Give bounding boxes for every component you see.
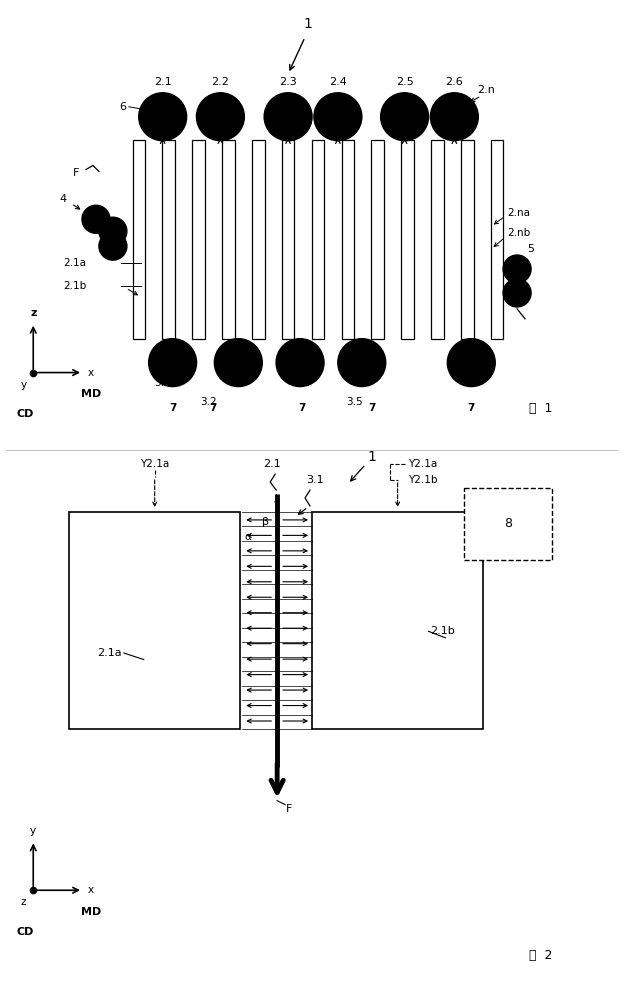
Text: 3.2: 3.2 [200,397,217,407]
Text: 4: 4 [60,194,67,204]
Text: 3.n: 3.n [463,376,480,386]
Bar [222,140,235,339]
Circle shape [82,205,110,233]
Text: F: F [73,168,79,178]
Text: 2.n: 2.n [477,85,495,95]
Text: 2.1b: 2.1b [430,626,455,636]
Text: 3.1: 3.1 [155,378,171,388]
Bar [491,140,503,339]
Circle shape [214,339,262,387]
Text: 3.3: 3.3 [237,374,254,384]
Text: y: y [20,380,26,390]
Text: 7: 7 [169,403,176,413]
Text: z: z [30,308,36,318]
Text: 2.1a: 2.1a [63,258,86,268]
Text: 2.5: 2.5 [396,77,414,87]
Circle shape [430,93,478,141]
Circle shape [447,339,495,387]
Bar [133,140,145,339]
Circle shape [149,339,196,387]
Bar [193,140,205,339]
Bar [341,140,354,339]
Text: x: x [88,368,94,378]
Text: 2.1: 2.1 [154,77,171,87]
Text: 图  1: 图 1 [530,402,553,415]
Text: CD: CD [17,409,34,419]
Text: 1: 1 [303,17,313,31]
Text: 8: 8 [504,517,512,530]
Text: 2.2: 2.2 [211,77,229,87]
Bar [69,512,240,729]
Text: 2.1: 2.1 [264,459,281,469]
Bar [163,140,175,339]
Text: y: y [30,826,36,836]
Circle shape [264,93,312,141]
Bar [401,140,414,339]
Text: 7: 7 [298,403,306,413]
Circle shape [139,93,186,141]
Text: CD: CD [17,927,34,937]
Bar [312,512,483,729]
Text: MD: MD [81,907,101,917]
Text: 图  2: 图 2 [530,949,553,962]
Text: MD: MD [81,389,101,399]
Text: 1: 1 [368,450,376,464]
Circle shape [381,93,429,141]
Text: 2.nb: 2.nb [507,228,530,238]
Text: 2.1a: 2.1a [97,648,121,658]
Bar [371,140,384,339]
Text: 2.na: 2.na [507,208,530,218]
Text: Y2.1a: Y2.1a [407,459,437,469]
Bar [461,140,473,339]
Bar [282,140,295,339]
Bar [431,140,444,339]
Circle shape [503,279,531,307]
Text: 3.1: 3.1 [306,475,324,485]
Text: 5: 5 [528,244,535,254]
Bar [464,488,552,560]
Circle shape [314,93,362,141]
Text: x: x [88,885,94,895]
Text: 7: 7 [368,403,376,413]
Circle shape [338,339,386,387]
Text: 3.4: 3.4 [293,378,310,388]
Text: α: α [245,532,252,542]
Text: 3.5: 3.5 [346,397,363,407]
Text: 7: 7 [209,403,216,413]
Text: 2.3: 2.3 [279,77,297,87]
Circle shape [99,232,127,260]
Circle shape [503,255,531,283]
Circle shape [196,93,244,141]
Text: 2.4: 2.4 [329,77,347,87]
Text: z: z [21,897,26,907]
Text: 2.1b: 2.1b [63,281,87,291]
Text: Y2.1a: Y2.1a [140,459,169,469]
Text: 2.6: 2.6 [445,77,464,87]
Circle shape [99,217,127,245]
Text: F: F [286,804,292,814]
Text: β: β [262,517,269,527]
Bar [312,140,324,339]
Text: Y2.1b: Y2.1b [407,475,437,485]
Bar [252,140,265,339]
Circle shape [276,339,324,387]
Text: 7: 7 [468,403,475,413]
Text: 6: 6 [119,102,126,112]
